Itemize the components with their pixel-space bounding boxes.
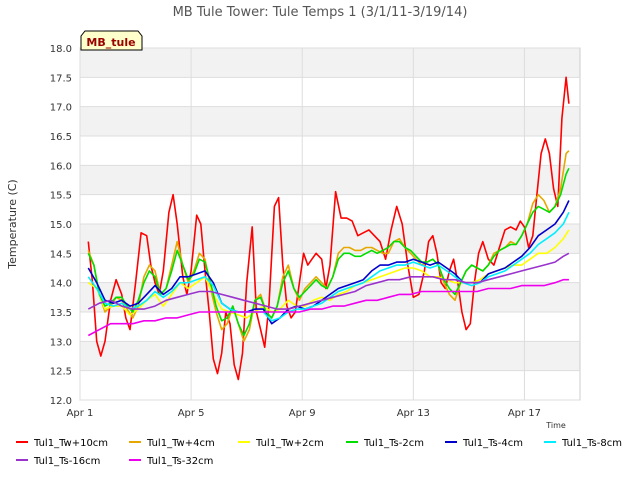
x-tick-label: Apr 9	[289, 408, 316, 419]
legend-label: Tul1_Tw+2cm	[255, 438, 324, 449]
legend-item: Tul1_Ts-32cm	[129, 456, 213, 467]
chart-title: MB Tule Tower: Tule Temps 1 (3/1/11-3/19…	[173, 5, 468, 20]
x-tick-label: Apr 17	[508, 408, 541, 419]
legend-item: Tul1_Ts-8cm	[544, 438, 622, 449]
legend-item: Tul1_Ts-4cm	[445, 438, 523, 449]
annotation-label: MB_tule	[86, 36, 135, 49]
plot-band	[80, 370, 580, 400]
legend-label: Tul1_Tw+4cm	[146, 438, 215, 449]
x-tick-label: Apr 1	[67, 408, 94, 419]
y-tick-label: 13.5	[50, 308, 72, 319]
legend-label: Tul1_Ts-4cm	[462, 438, 523, 449]
legend-item: Tul1_Tw+4cm	[129, 438, 215, 449]
y-tick-label: 17.0	[50, 103, 72, 114]
y-tick-label: 12.5	[50, 367, 72, 378]
plot-band	[80, 165, 580, 195]
y-tick-label: 16.5	[50, 132, 72, 143]
y-tick-label: 16.0	[50, 161, 72, 172]
annotation-box: MB_tule	[80, 30, 143, 51]
legend-label: Tul1_Ts-16cm	[33, 456, 100, 467]
plot-band	[80, 136, 580, 166]
y-tick-label: 13.0	[50, 337, 72, 348]
y-tick-label: 14.0	[50, 279, 72, 290]
x-tick-label: Apr 5	[178, 408, 205, 419]
series-lines	[87, 76, 570, 381]
legend-label: Tul1_Ts-2cm	[363, 438, 424, 449]
legend-item: Tul1_Tw+2cm	[238, 438, 324, 449]
series-line	[87, 200, 570, 325]
plot-band	[80, 77, 580, 107]
plot-band	[80, 48, 580, 78]
plot-band	[80, 312, 580, 342]
plot-band	[80, 224, 580, 254]
plot-band	[80, 341, 580, 371]
legend-label: Tul1_Ts-32cm	[146, 456, 213, 467]
y-tick-label: 15.0	[50, 220, 72, 231]
plot-band	[80, 106, 580, 136]
series-line	[87, 76, 570, 381]
y-tick-label: 18.0	[50, 44, 72, 55]
series-line	[87, 278, 569, 337]
y-tick-label: 15.5	[50, 191, 72, 202]
y-tick-label: 14.5	[50, 249, 72, 260]
series-line	[87, 252, 570, 310]
x-axis-label: Time	[545, 421, 566, 430]
legend-label: Tul1_Ts-8cm	[561, 438, 622, 449]
legend-item: Tul1_Tw+10cm	[16, 438, 108, 449]
plot-band	[80, 194, 580, 224]
series-line	[87, 167, 570, 337]
x-axis-ticks: Apr 1 Apr 5 Apr 9 Apr 13 Apr 17	[67, 48, 541, 419]
y-tick-label: 12.0	[50, 396, 72, 407]
legend: Tul1_Tw+10cm Tul1_Tw+4cm Tul1_Tw+2cm Tul1_T…	[16, 438, 622, 467]
y-axis-label: Temperature (C)	[6, 179, 19, 269]
y-tick-label: 17.5	[50, 73, 72, 84]
legend-label: Tul1_Tw+10cm	[33, 438, 108, 449]
legend-item: Tul1_Ts-16cm	[16, 456, 100, 467]
x-tick-label: Apr 13	[397, 408, 430, 419]
legend-item: Tul1_Ts-2cm	[346, 438, 424, 449]
